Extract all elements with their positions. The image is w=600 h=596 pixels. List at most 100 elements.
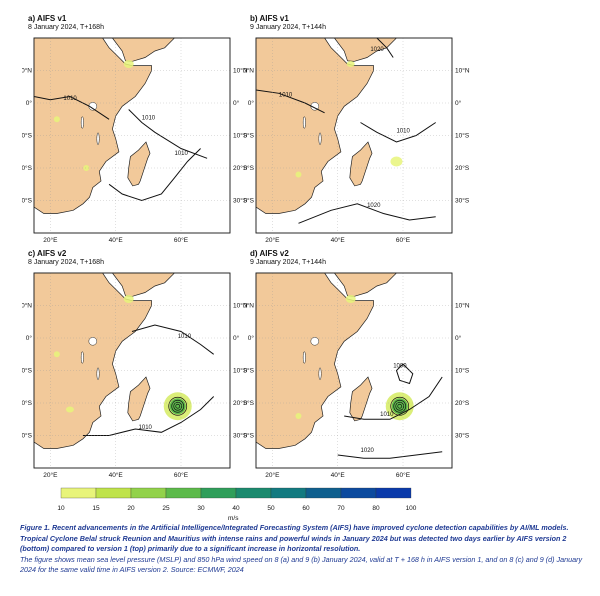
- latitude-label-left: 30°S: [22, 432, 33, 440]
- isobar-label: 1010: [178, 334, 192, 340]
- latitude-label-right: 10°N: [233, 67, 248, 75]
- lake-victoria: [310, 337, 320, 346]
- latitude-label-left: 30°S: [22, 197, 33, 205]
- madagascar-landmass: [127, 376, 151, 422]
- latitude-label-right: 10°N: [455, 302, 470, 310]
- longitude-label: 40°E: [109, 236, 124, 244]
- colorbar-swatch: [60, 487, 97, 499]
- isobar-line: [33, 95, 110, 120]
- arabia-landmass: [324, 272, 398, 297]
- panel-title: b) AIFS v1: [250, 14, 289, 23]
- colorbar-swatch: [270, 487, 307, 499]
- latitude-label-right: 20°S: [233, 399, 248, 407]
- latitude-label-right: 20°S: [455, 399, 470, 407]
- isobar-line: [395, 363, 414, 385]
- map-c: 1010101010°N10°N0°0°10°S10°S20°S20°S30°S…: [22, 271, 262, 483]
- cyclone-isobar: [393, 399, 407, 413]
- longitude-label: 40°E: [331, 471, 346, 479]
- panel-subtitle: 9 January 2024, T+144h: [250, 259, 326, 266]
- longitude-label: 20°E: [43, 236, 58, 244]
- isobar-line: [298, 203, 436, 224]
- figure-caption: Figure 1. Recent advancements in the Art…: [20, 523, 590, 576]
- isobar-label: 1010: [63, 96, 77, 102]
- lake-malawi: [96, 132, 100, 145]
- caption-text: The figure shows mean sea level pressure…: [20, 554, 583, 575]
- colorbar-tick-label: 50: [267, 505, 275, 512]
- latitude-label-left: 10°S: [22, 132, 33, 140]
- colorbar-tick-label: 15: [92, 505, 100, 512]
- latitude-label-left: 30°S: [244, 432, 255, 440]
- longitude-label: 60°E: [396, 236, 411, 244]
- cyclone-isobar: [173, 401, 183, 411]
- lake-malawi: [96, 367, 100, 380]
- map-d: 1000 1010 1020 10°N 10°N 0° 0° 10°S 10°S 20°S 20°S…: [244, 271, 484, 483]
- latitude-label-right: 10°S: [455, 367, 470, 375]
- cyclone-isobar: [395, 401, 405, 411]
- latitude-label-right: 10°S: [455, 132, 470, 140]
- cyclone-core-wind: [169, 398, 186, 415]
- cyclone-isobar: [168, 396, 188, 416]
- isobar-line: [128, 109, 208, 159]
- latitude-label-right: 0°: [455, 334, 462, 342]
- colorbar-tick-label: 10: [57, 505, 65, 512]
- isobar-label: 1020: [367, 203, 381, 209]
- longitude-label: 20°E: [43, 471, 58, 479]
- isobar-label: 1000: [393, 363, 407, 369]
- map-a: 10101010101010°N10°N0°0°10°S10°S20°S20°S…: [22, 36, 262, 248]
- latitude-label-left: 20°S: [244, 164, 255, 172]
- wind-speed-area: [390, 156, 403, 167]
- panel-subtitle: 9 January 2024, T+144h: [250, 24, 326, 31]
- panel-title: c) AIFS v2: [28, 249, 67, 258]
- latitude-label-left: 10°S: [22, 367, 33, 375]
- latitude-label-right: 30°S: [233, 432, 248, 440]
- panel-title: d) AIFS v2: [250, 249, 289, 258]
- isobar-label: 1020: [361, 448, 375, 454]
- latitude-label-right: 0°: [455, 99, 462, 107]
- longitude-label: 20°E: [265, 471, 280, 479]
- colorbar-tick-label: 80: [372, 505, 380, 512]
- isobar-line: [360, 122, 436, 143]
- colorbar-tick-label: 60: [302, 505, 310, 512]
- map-border: [255, 272, 453, 469]
- latitude-label-left: 0°: [26, 99, 33, 107]
- latitude-label-right: 0°: [233, 99, 240, 107]
- map-panel-a: a) AIFS v1 8 January 2024, T+168h 1010 10…: [22, 14, 262, 259]
- latitude-label-right: 30°S: [233, 197, 248, 205]
- longitude-label: 20°E: [265, 236, 280, 244]
- wind-speed-area: [123, 295, 134, 303]
- wind-speed-area: [83, 165, 90, 171]
- panel-subtitle: 8 January 2024, T+168h: [28, 259, 104, 266]
- isobar-line: [376, 37, 394, 58]
- isobar-label: 1010: [380, 412, 394, 418]
- latitude-label-left: 10°S: [244, 367, 255, 375]
- isobar-line: [255, 89, 325, 114]
- latitude-label-right: 20°S: [455, 164, 470, 172]
- madagascar-landmass: [127, 141, 151, 187]
- map-border: [255, 37, 453, 234]
- colorbar-swatch: [200, 487, 237, 499]
- isobar-label: 1010: [174, 151, 188, 157]
- isobar-line: [337, 451, 443, 459]
- cyclone-isobar: [390, 396, 410, 416]
- map-panel-d: d) AIFS v2 9 January 2024, T+144h 1000 10…: [244, 249, 484, 494]
- map-border: [33, 37, 231, 234]
- wind-speed-area: [123, 60, 134, 68]
- cyclone-isobar: [397, 403, 403, 409]
- latitude-label-right: 10°N: [455, 67, 470, 75]
- longitude-label: 40°E: [109, 471, 124, 479]
- caption-bold: Figure 1. Recent advancements in the Art…: [20, 523, 569, 554]
- latitude-label-left: 30°S: [244, 197, 255, 205]
- lake-tanganyika: [80, 351, 84, 364]
- arabia-landmass: [102, 37, 176, 62]
- latitude-label-right: 0°: [233, 334, 240, 342]
- latitude-label-left: 20°S: [244, 399, 255, 407]
- wind-speed-area: [346, 61, 355, 67]
- latitude-label-left: 10°S: [244, 132, 255, 140]
- wind-speed-colorbar: m/s 10 15 20 25 30 40 50 60 70 80 100: [56, 486, 416, 526]
- isobar-label: 1010: [279, 93, 293, 99]
- map-border: [33, 272, 231, 469]
- colorbar-swatch: [375, 487, 412, 499]
- cyclone-isobar: [175, 403, 181, 409]
- colorbar-unit: m/s: [228, 515, 239, 522]
- longitude-label: 60°E: [174, 471, 189, 479]
